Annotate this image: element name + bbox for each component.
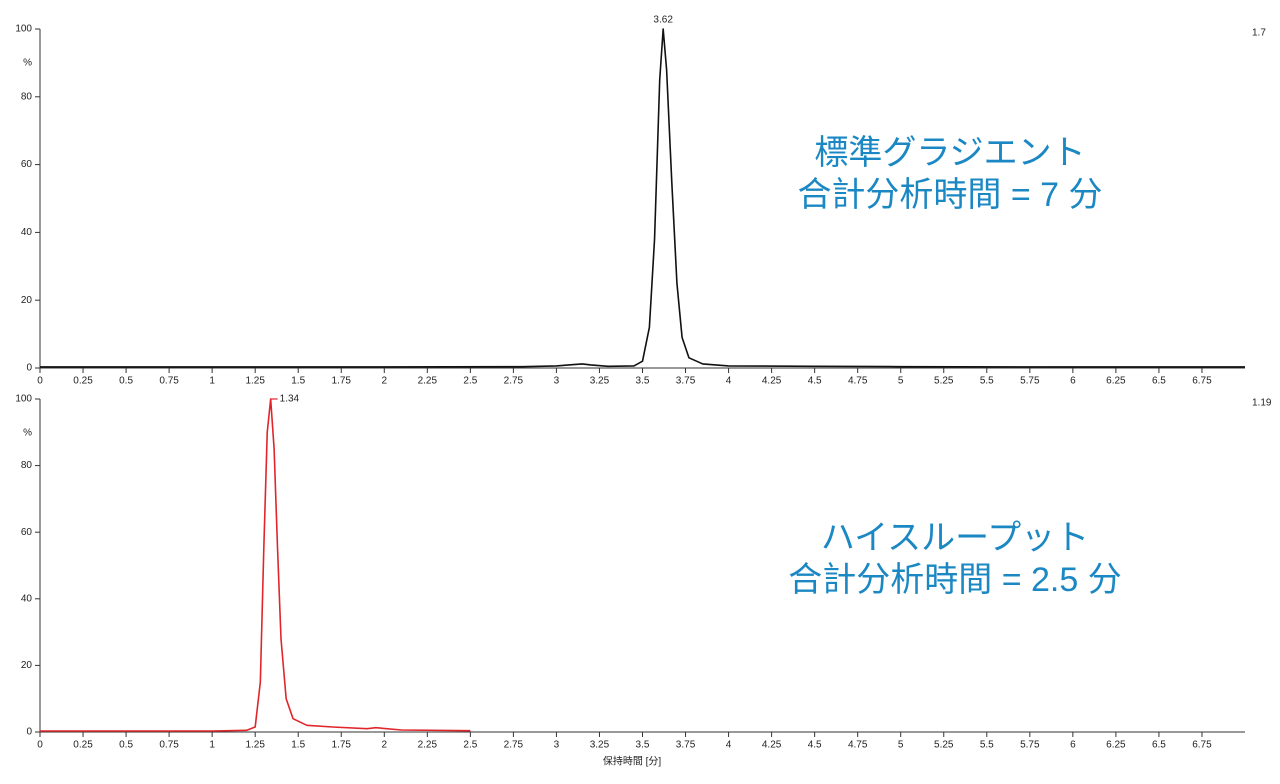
y-tick-label: 60 <box>21 527 33 538</box>
x-tick-label: 3.25 <box>590 740 610 751</box>
x-tick-label: 5.5 <box>980 740 994 751</box>
annotation: 合計分析時間 = 7 分 <box>797 176 1102 214</box>
y-axis-label: % <box>23 428 32 439</box>
corner-label: 1.7 <box>1252 28 1266 39</box>
x-tick-label: 2.5 <box>463 376 477 387</box>
annotation: 合計分析時間 = 2.5 分 <box>788 561 1121 599</box>
chromatogram-line <box>40 398 471 732</box>
x-tick-label: 4.25 <box>762 376 782 387</box>
x-tick-label: 0.25 <box>73 376 93 387</box>
y-tick-label: 40 <box>21 593 33 604</box>
x-tick-label: 2.75 <box>504 740 524 751</box>
x-tick-label: 4 <box>726 376 732 387</box>
x-tick-label: 6.75 <box>1192 376 1212 387</box>
x-tick-label: 0 <box>37 740 43 751</box>
x-axis-label: 保持時間 [分] <box>603 755 662 768</box>
x-tick-label: 1.25 <box>245 740 265 751</box>
x-tick-label: 0.25 <box>73 740 93 751</box>
y-tick-label: 0 <box>26 727 32 738</box>
x-tick-label: 6.25 <box>1106 740 1126 751</box>
x-tick-label: 1.5 <box>291 740 305 751</box>
x-tick-label: 2.75 <box>504 376 524 387</box>
x-tick-label: 4.25 <box>762 740 782 751</box>
x-tick-label: 3.75 <box>676 376 696 387</box>
x-tick-label: 6.75 <box>1192 740 1212 751</box>
y-tick-label: 20 <box>21 295 33 306</box>
x-tick-label: 2.5 <box>463 740 477 751</box>
x-tick-label: 6 <box>1070 376 1076 387</box>
x-tick-label: 5 <box>898 376 904 387</box>
x-tick-label: 3.75 <box>676 740 696 751</box>
corner-label: 1.19 <box>1252 398 1272 409</box>
y-axis-label: % <box>23 58 32 69</box>
x-tick-label: 0.75 <box>159 740 179 751</box>
y-tick-label: 60 <box>21 159 33 170</box>
x-tick-label: 2 <box>382 740 388 751</box>
x-tick-label: 5 <box>898 740 904 751</box>
x-tick-label: 3 <box>554 376 560 387</box>
x-tick-label: 6.25 <box>1106 376 1126 387</box>
x-tick-label: 4.5 <box>808 376 822 387</box>
x-tick-label: 4.5 <box>808 740 822 751</box>
x-tick-label: 1 <box>209 740 215 751</box>
x-tick-label: 6.5 <box>1152 376 1166 387</box>
x-tick-label: 5.5 <box>980 376 994 387</box>
y-tick-label: 0 <box>26 363 32 374</box>
y-tick-label: 100 <box>15 24 32 35</box>
x-tick-label: 6 <box>1070 740 1076 751</box>
x-tick-label: 5.25 <box>934 740 954 751</box>
x-tick-label: 3.5 <box>636 376 650 387</box>
x-tick-label: 1.75 <box>332 376 352 387</box>
x-tick-label: 5.75 <box>1020 376 1040 387</box>
x-tick-label: 3 <box>554 740 560 751</box>
annotation: ハイスループット <box>821 519 1089 557</box>
x-tick-label: 1.75 <box>332 740 352 751</box>
y-tick-label: 20 <box>21 660 33 671</box>
x-tick-label: 3.5 <box>636 740 650 751</box>
x-tick-label: 2.25 <box>418 740 438 751</box>
x-tick-label: 0.5 <box>119 740 133 751</box>
x-tick-label: 4.75 <box>848 740 868 751</box>
x-tick-label: 2.25 <box>418 376 438 387</box>
x-tick-label: 0.75 <box>159 376 179 387</box>
x-tick-label: 6.5 <box>1152 740 1166 751</box>
x-tick-label: 4.75 <box>848 376 868 387</box>
x-tick-label: 0 <box>37 376 43 387</box>
x-tick-label: 1.25 <box>245 376 265 387</box>
x-tick-label: 4 <box>726 740 732 751</box>
chromatogram-line <box>40 28 1245 368</box>
x-tick-label: 0.5 <box>119 376 133 387</box>
annotation: 標準グラジエント <box>814 134 1085 172</box>
x-tick-label: 2 <box>382 376 388 387</box>
peak-label: 3.62 <box>653 15 673 26</box>
y-tick-label: 100 <box>15 394 32 405</box>
x-tick-label: 1 <box>209 376 215 387</box>
y-tick-label: 80 <box>21 91 33 102</box>
x-tick-label: 1.5 <box>291 376 305 387</box>
y-tick-label: 80 <box>21 460 33 471</box>
peak-label: 1.34 <box>280 394 300 405</box>
x-tick-label: 3.25 <box>590 376 610 387</box>
y-tick-label: 40 <box>21 227 33 238</box>
x-tick-label: 5.25 <box>934 376 954 387</box>
x-tick-label: 5.75 <box>1020 740 1040 751</box>
